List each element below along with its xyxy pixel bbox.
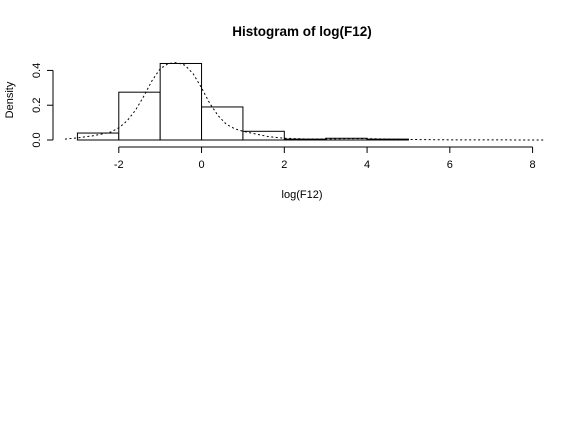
histogram-bar-6 [326, 138, 367, 140]
histogram-bar-1 [119, 92, 160, 140]
histogram-bar-0 [77, 133, 118, 140]
x-tick-label-2: 2 [281, 159, 287, 171]
x-tick-label-4: 6 [447, 159, 453, 171]
histogram-bars [77, 63, 408, 140]
chart-title: Histogram of log(F12) [232, 24, 372, 39]
y-tick-label-1: 0.2 [31, 98, 43, 113]
histogram-bar-3 [202, 107, 243, 140]
histogram-bar-2 [160, 63, 201, 140]
x-tick-label-1: 0 [198, 159, 204, 171]
x-tick-label-5: 8 [530, 159, 536, 171]
y-axis: 0.0 0.2 0.4 [31, 63, 53, 148]
x-axis: -2 0 2 4 6 8 [114, 147, 536, 171]
y-axis-label: Density [4, 81, 16, 118]
x-tick-label-3: 4 [364, 159, 370, 171]
x-tick-label-0: -2 [114, 159, 124, 171]
y-tick-label-0: 0.0 [31, 132, 43, 147]
x-axis-label: log(F12) [282, 189, 323, 201]
histogram-bar-5 [284, 139, 325, 140]
y-tick-label-2: 0.4 [31, 63, 43, 78]
